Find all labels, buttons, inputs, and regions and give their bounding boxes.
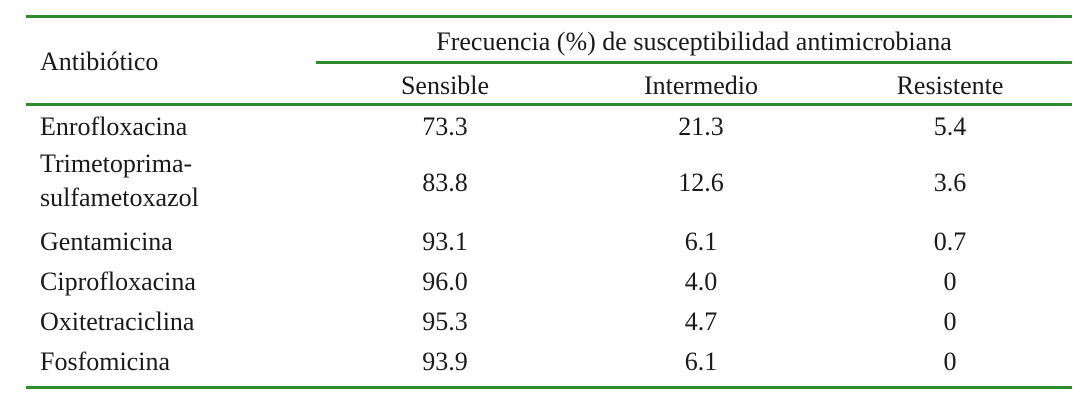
header-antibiotic: Antibiótico: [40, 47, 159, 76]
cell-sensible: 96.0: [422, 267, 468, 296]
cell-intermedio: 21.3: [678, 112, 724, 141]
row-label-oxitetraciclina: Oxitetraciclina: [40, 307, 195, 336]
cell-intermedio: 4.0: [684, 267, 718, 296]
cell-resistente: 0: [943, 347, 957, 376]
header-span-rule: [316, 61, 1072, 64]
cell-sensible: 95.3: [422, 307, 468, 336]
cell-intermedio: 4.7: [684, 307, 718, 336]
cell-sensible: 93.9: [422, 347, 468, 376]
cell-intermedio: 12.6: [678, 168, 724, 197]
top-rule: [26, 15, 1072, 18]
row-label-gentamicina: Gentamicina: [40, 227, 173, 256]
cell-sensible: 73.3: [422, 112, 468, 141]
row-label-ciprofloxacina: Ciprofloxacina: [40, 267, 196, 296]
cell-sensible: 93.1: [422, 227, 468, 256]
subheader-resistente: Resistente: [896, 71, 1004, 100]
subheader-intermedio: Intermedio: [643, 71, 759, 100]
cell-resistente: 0: [943, 307, 957, 336]
cell-resistente: 3.6: [933, 168, 967, 197]
susceptibility-table: Antibiótico Frecuencia (%) de susceptibi…: [26, 0, 1072, 405]
header-frequency: Frecuencia (%) de susceptibilidad antimi…: [436, 27, 952, 56]
row-label-enrofloxacina: Enrofloxacina: [40, 112, 188, 141]
cell-resistente: 5.4: [933, 112, 967, 141]
cell-sensible: 83.8: [422, 168, 468, 197]
row-label-fosfomicina: Fosfomicina: [40, 347, 170, 376]
cell-resistente: 0: [943, 267, 957, 296]
row-label-trimetoprima-line1: Trimetoprima-: [40, 149, 193, 178]
subheader-sensible: Sensible: [400, 71, 490, 100]
bottom-rule: [26, 386, 1072, 389]
cell-resistente: 0.7: [933, 227, 967, 256]
header-bottom-rule: [26, 103, 1072, 106]
cell-intermedio: 6.1: [684, 347, 718, 376]
row-label-trimetoprima-line2: sulfametoxazol: [40, 183, 199, 212]
cell-intermedio: 6.1: [684, 227, 718, 256]
